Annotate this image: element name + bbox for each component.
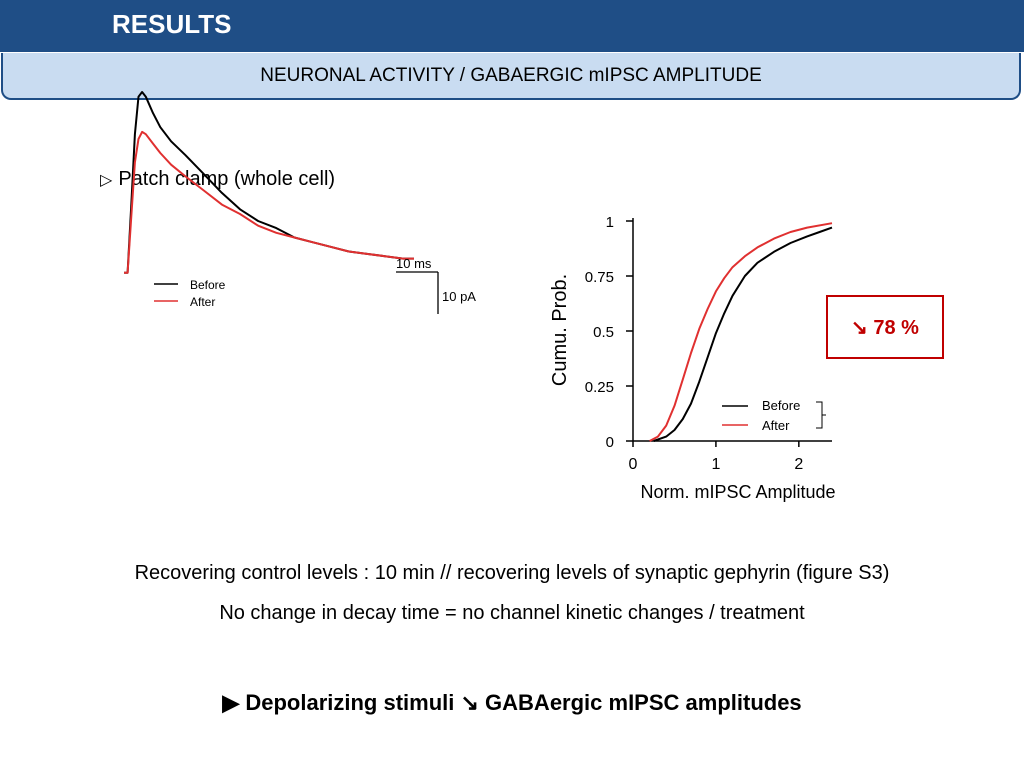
legend-label-before: Before (190, 278, 226, 292)
cum-legend: Before After (722, 398, 826, 433)
legend-label-after: After (190, 295, 215, 309)
trace-chart: Before After 10 ms 10 pA (124, 91, 476, 314)
y-tick-label: 0.25 (585, 379, 614, 396)
y-tick-label: 0.75 (585, 269, 614, 286)
result-badge: ↘ 78 % (826, 295, 944, 359)
note-line-2: No change in decay time = no channel kin… (219, 602, 805, 624)
cumulative-lines (649, 222, 833, 442)
conclusion: ▶ Depolarizing stimuli ↘ GABAergic mIPSC… (222, 690, 802, 715)
scale-bar: 10 ms 10 pA (396, 256, 476, 314)
scale-bar-current-label: 10 pA (442, 289, 476, 304)
page-title: RESULTS (112, 9, 232, 39)
cum-legend-label-after: After (762, 418, 790, 433)
trace-lines (124, 91, 414, 274)
trace-line-after (124, 130, 414, 274)
page-subtitle: NEURONAL ACTIVITY / GABAERGIC mIPSC AMPL… (260, 65, 762, 86)
x-tick-label: 2 (794, 456, 803, 473)
x-tick-label: 0 (629, 456, 638, 473)
y-tick-label: 0.5 (593, 324, 614, 341)
legend-bracket-icon (816, 401, 826, 429)
cum-line-before (653, 226, 833, 442)
title-bar: RESULTS (0, 0, 1024, 52)
x-axis-label: Norm. mIPSC Amplitude (640, 482, 835, 502)
y-tick-label: 0 (606, 434, 614, 451)
cumulative-chart: 0 0.25 0.5 0.75 1 0 1 2 Cumu. Prob. Norm. mIPSC… (549, 214, 836, 502)
bullet-text: Patch clamp (whole cell) (118, 168, 336, 190)
y-axis-label: Cumu. Prob. (549, 274, 571, 386)
trace-line-before (124, 91, 414, 274)
axis-ticks: 0 0.25 0.5 0.75 1 0 1 2 (585, 214, 804, 473)
bullet-item: ▷ Patch clamp (whole cell) (100, 168, 335, 191)
triangle-bullet-icon: ▷ (100, 172, 113, 189)
x-tick-label: 1 (711, 456, 720, 473)
y-tick-label: 1 (606, 214, 614, 231)
scale-bar-time-label: 10 ms (396, 256, 432, 271)
note-line-1: Recovering control levels : 10 min // re… (134, 562, 890, 584)
trace-legend: Before After (154, 278, 226, 309)
cum-line-after (649, 222, 833, 442)
subtitle-bar: NEURONAL ACTIVITY / GABAERGIC mIPSC AMPL… (1, 53, 1021, 100)
cum-legend-label-before: Before (762, 398, 800, 413)
